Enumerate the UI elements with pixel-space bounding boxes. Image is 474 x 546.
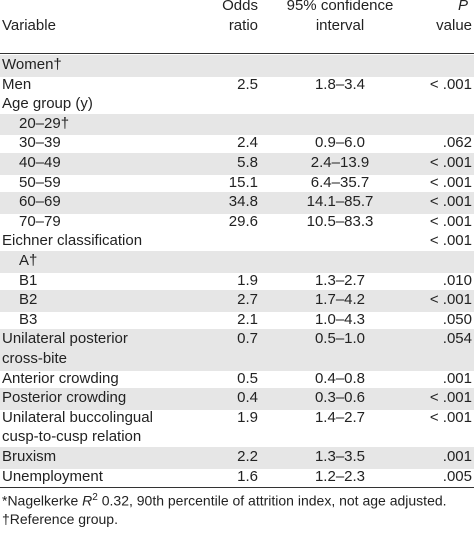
- p-value: .005: [442, 467, 472, 485]
- confidence-interval: 1.8–3.4: [314, 75, 366, 93]
- variable-label: Posterior crowding: [2, 389, 127, 407]
- variable-label: 20–29†: [19, 114, 70, 132]
- variable-label: 40–49: [19, 154, 61, 171]
- footnote-text: 0.32, 90th percentile of attrition index…: [97, 492, 447, 509]
- odds-ratio: 15.1: [228, 173, 258, 191]
- confidence-interval: 0.4–0.8: [314, 369, 366, 387]
- variable-label: Unilateral posterior: [2, 330, 128, 348]
- variable-label: Anterior crowding: [2, 369, 119, 387]
- p-value: .001: [442, 448, 472, 465]
- variable-label: cusp-to-cusp relation: [2, 428, 142, 446]
- p-value: .054: [442, 330, 472, 348]
- confidence-interval: 1.2–2.3: [314, 467, 366, 485]
- odds-ratio: 1.9: [237, 271, 258, 289]
- odds-ratio: 2.4: [237, 134, 258, 152]
- row-shade: [0, 329, 474, 371]
- odds-ratio: 2.1: [237, 310, 258, 328]
- row-shade: [0, 192, 474, 214]
- confidence-interval: 1.4–2.7: [314, 408, 366, 426]
- odds-ratio: 2.5: [237, 75, 258, 93]
- odds-ratio: 0.5: [237, 369, 258, 387]
- variable-label: Unemployment: [2, 467, 103, 485]
- p-value: .010: [442, 271, 472, 289]
- row-shade: [0, 388, 474, 410]
- p-value: .001: [442, 369, 472, 387]
- confidence-interval: 1.3–2.7: [314, 271, 366, 289]
- confidence-interval: 2.4–13.9: [310, 154, 370, 171]
- header-p: P: [457, 0, 468, 14]
- row-shade: [0, 290, 474, 312]
- header-variable: Variable: [2, 17, 56, 34]
- variable-label: Women†: [2, 56, 62, 73]
- header-odds: Odds: [222, 0, 258, 14]
- confidence-interval: 14.1–85.7: [306, 193, 374, 211]
- variable-label: Unilateral buccolingual: [2, 408, 153, 426]
- footnote-sup: 2: [92, 492, 98, 503]
- confidence-interval: 1.3–3.5: [314, 448, 366, 465]
- header-rule: [0, 53, 474, 54]
- bottom-rule: [0, 487, 474, 488]
- variable-label: B1: [19, 271, 38, 289]
- variable-label: 50–59: [19, 173, 61, 191]
- p-value: .062: [442, 134, 472, 152]
- p-value: < .001: [429, 212, 472, 230]
- variable-label: 60–69: [19, 193, 61, 211]
- footnotes: *Nagelkerke R2 0.32, 90th percentile of …: [2, 489, 472, 529]
- confidence-interval: 1.7–4.2: [314, 291, 366, 309]
- header-ci: interval: [315, 17, 365, 34]
- p-value: .050: [442, 310, 472, 328]
- variable-label: A†: [19, 252, 38, 269]
- p-value: < .001: [429, 232, 472, 250]
- variable-label: B3: [19, 310, 38, 328]
- p-value: < .001: [429, 154, 472, 171]
- confidence-interval: 10.5–83.3: [306, 212, 374, 230]
- odds-ratio: 1.9: [237, 408, 258, 426]
- odds-ratio: 2.7: [237, 291, 258, 309]
- row-shade: [0, 113, 474, 136]
- header-odds: ratio: [228, 17, 258, 34]
- p-value: < .001: [429, 173, 472, 191]
- variable-label: B2: [19, 291, 38, 309]
- odds-ratio: 5.8: [237, 154, 258, 171]
- odds-ratio: 29.6: [228, 212, 258, 230]
- variable-label: Men: [2, 75, 32, 93]
- row-shade: [0, 55, 474, 77]
- confidence-interval: 0.3–0.6: [314, 389, 366, 407]
- variable-label: Age group (y): [2, 95, 93, 113]
- odds-ratio: 0.4: [237, 389, 258, 407]
- row-shade: [0, 447, 474, 469]
- p-value: < .001: [429, 408, 472, 426]
- confidence-interval: 0.5–1.0: [314, 330, 366, 348]
- footnote: †Reference group.: [2, 511, 118, 528]
- variable-label: Bruxism: [2, 448, 57, 465]
- p-value: < .001: [429, 389, 472, 407]
- odds-ratio: 34.8: [228, 193, 258, 211]
- odds-ratio: 0.7: [237, 330, 258, 348]
- p-value: < .001: [429, 75, 472, 93]
- row-shade: [0, 153, 474, 175]
- variable-label: 70–79: [19, 212, 61, 230]
- confidence-interval: 0.9–6.0: [314, 134, 366, 152]
- header-ci: 95% confidence: [286, 0, 394, 14]
- p-value: < .001: [429, 291, 472, 309]
- confidence-interval: 1.0–4.3: [314, 310, 366, 328]
- odds-ratio: 1.6: [237, 467, 258, 485]
- variable-label: cross-bite: [2, 350, 68, 367]
- variable-label: 30–39: [19, 134, 61, 152]
- variable-label: Eichner classification: [2, 232, 143, 250]
- footnote-text: *Nagelkerke: [2, 492, 83, 509]
- footnote: *Nagelkerke R2 0.32, 90th percentile of …: [2, 489, 472, 510]
- footnote-symbol: R: [82, 492, 93, 509]
- odds-ratio: 2.2: [237, 448, 258, 465]
- confidence-interval: 6.4–35.7: [310, 173, 370, 191]
- row-shade: [0, 251, 474, 273]
- p-value: < .001: [429, 193, 472, 211]
- header-p: value: [436, 17, 472, 34]
